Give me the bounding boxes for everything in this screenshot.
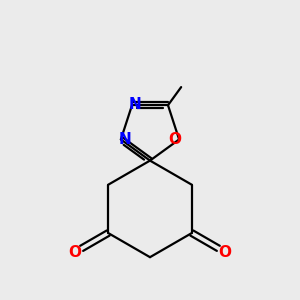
- Text: O: O: [218, 245, 232, 260]
- Text: N: N: [129, 97, 141, 112]
- Text: O: O: [168, 132, 181, 147]
- Text: O: O: [68, 245, 82, 260]
- Text: N: N: [118, 132, 131, 147]
